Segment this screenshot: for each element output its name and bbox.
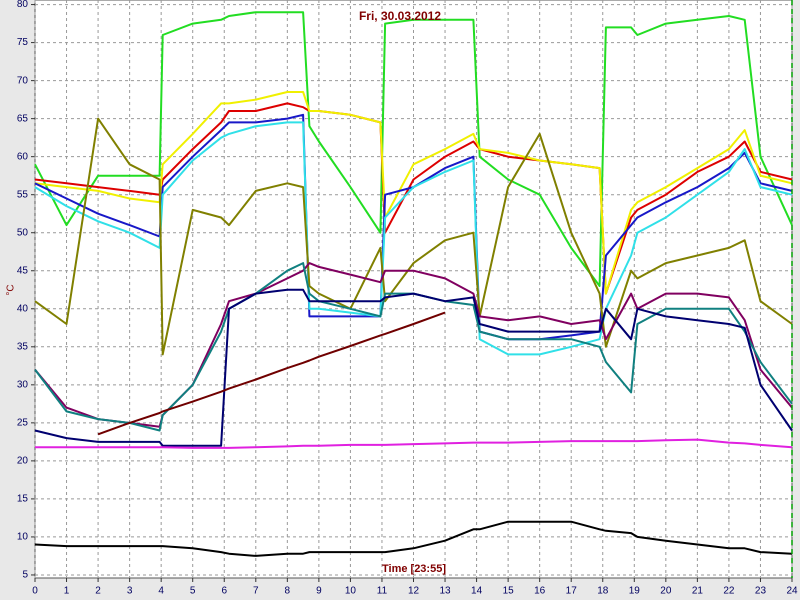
y-tick-label: 60 — [17, 151, 29, 162]
series-line — [34, 117, 793, 356]
x-tick-label: 21 — [692, 586, 704, 597]
x-tick-label: 19 — [629, 586, 641, 597]
series-line — [97, 311, 446, 436]
y-tick-label: 55 — [17, 189, 29, 200]
x-tick-label: 3 — [127, 586, 133, 597]
x-tick-label: 8 — [285, 586, 291, 597]
x-tick-label: 17 — [566, 586, 578, 597]
series-line — [34, 288, 793, 447]
y-tick-label: 65 — [17, 113, 29, 124]
y-tick-label: 80 — [17, 0, 29, 10]
x-tick-label: 11 — [377, 586, 388, 597]
y-tick-label: 70 — [17, 75, 29, 86]
x-tick-label: 10 — [345, 586, 357, 597]
x-tick-label: 12 — [408, 586, 420, 597]
y-tick-label: 45 — [17, 265, 29, 276]
series-line — [34, 520, 793, 557]
x-tick-label: 0 — [32, 586, 38, 597]
x-tick-label: 22 — [723, 586, 735, 597]
chart-title: Fri, 30.03.2012 — [359, 9, 441, 23]
x-tick-label: 15 — [503, 586, 515, 597]
x-tick-label: 5 — [190, 586, 196, 597]
x-tick-label: 20 — [660, 586, 672, 597]
series-line — [34, 113, 793, 341]
x-tick-label: 13 — [439, 586, 451, 597]
series-line — [35, 438, 793, 449]
y-tick-label: 30 — [17, 379, 29, 390]
series-line — [34, 262, 793, 432]
x-tick-label: 24 — [786, 586, 798, 597]
y-tick-label: 10 — [17, 532, 29, 543]
series-line — [34, 11, 793, 287]
y-tick-label: 15 — [17, 494, 29, 505]
lines — [34, 11, 793, 557]
x-tick-label: 4 — [158, 586, 164, 597]
x-axis-label: Time [23:55] — [382, 563, 446, 575]
series-line — [34, 121, 793, 356]
y-tick-label: 50 — [17, 227, 29, 238]
y-tick-label: 40 — [17, 303, 29, 314]
y-tick-label: 25 — [17, 417, 29, 428]
x-tick-label: 23 — [755, 586, 767, 597]
x-tick-label: 6 — [221, 586, 227, 597]
y-axis-label: °C — [6, 284, 17, 295]
x-tick-label: 1 — [64, 586, 70, 597]
x-tick-label: 14 — [471, 586, 483, 597]
y-tick-label: 75 — [17, 37, 29, 48]
x-tick-label: 2 — [95, 586, 101, 597]
x-tick-label: 7 — [253, 586, 259, 597]
y-tick-label: 35 — [17, 341, 29, 352]
x-tick-label: 18 — [597, 586, 609, 597]
x-tick-label: 9 — [316, 586, 322, 597]
y-tick-label: 5 — [22, 570, 28, 581]
series-line — [34, 102, 793, 295]
x-tick-label: 16 — [534, 586, 546, 597]
y-tick-label: 20 — [17, 456, 29, 467]
